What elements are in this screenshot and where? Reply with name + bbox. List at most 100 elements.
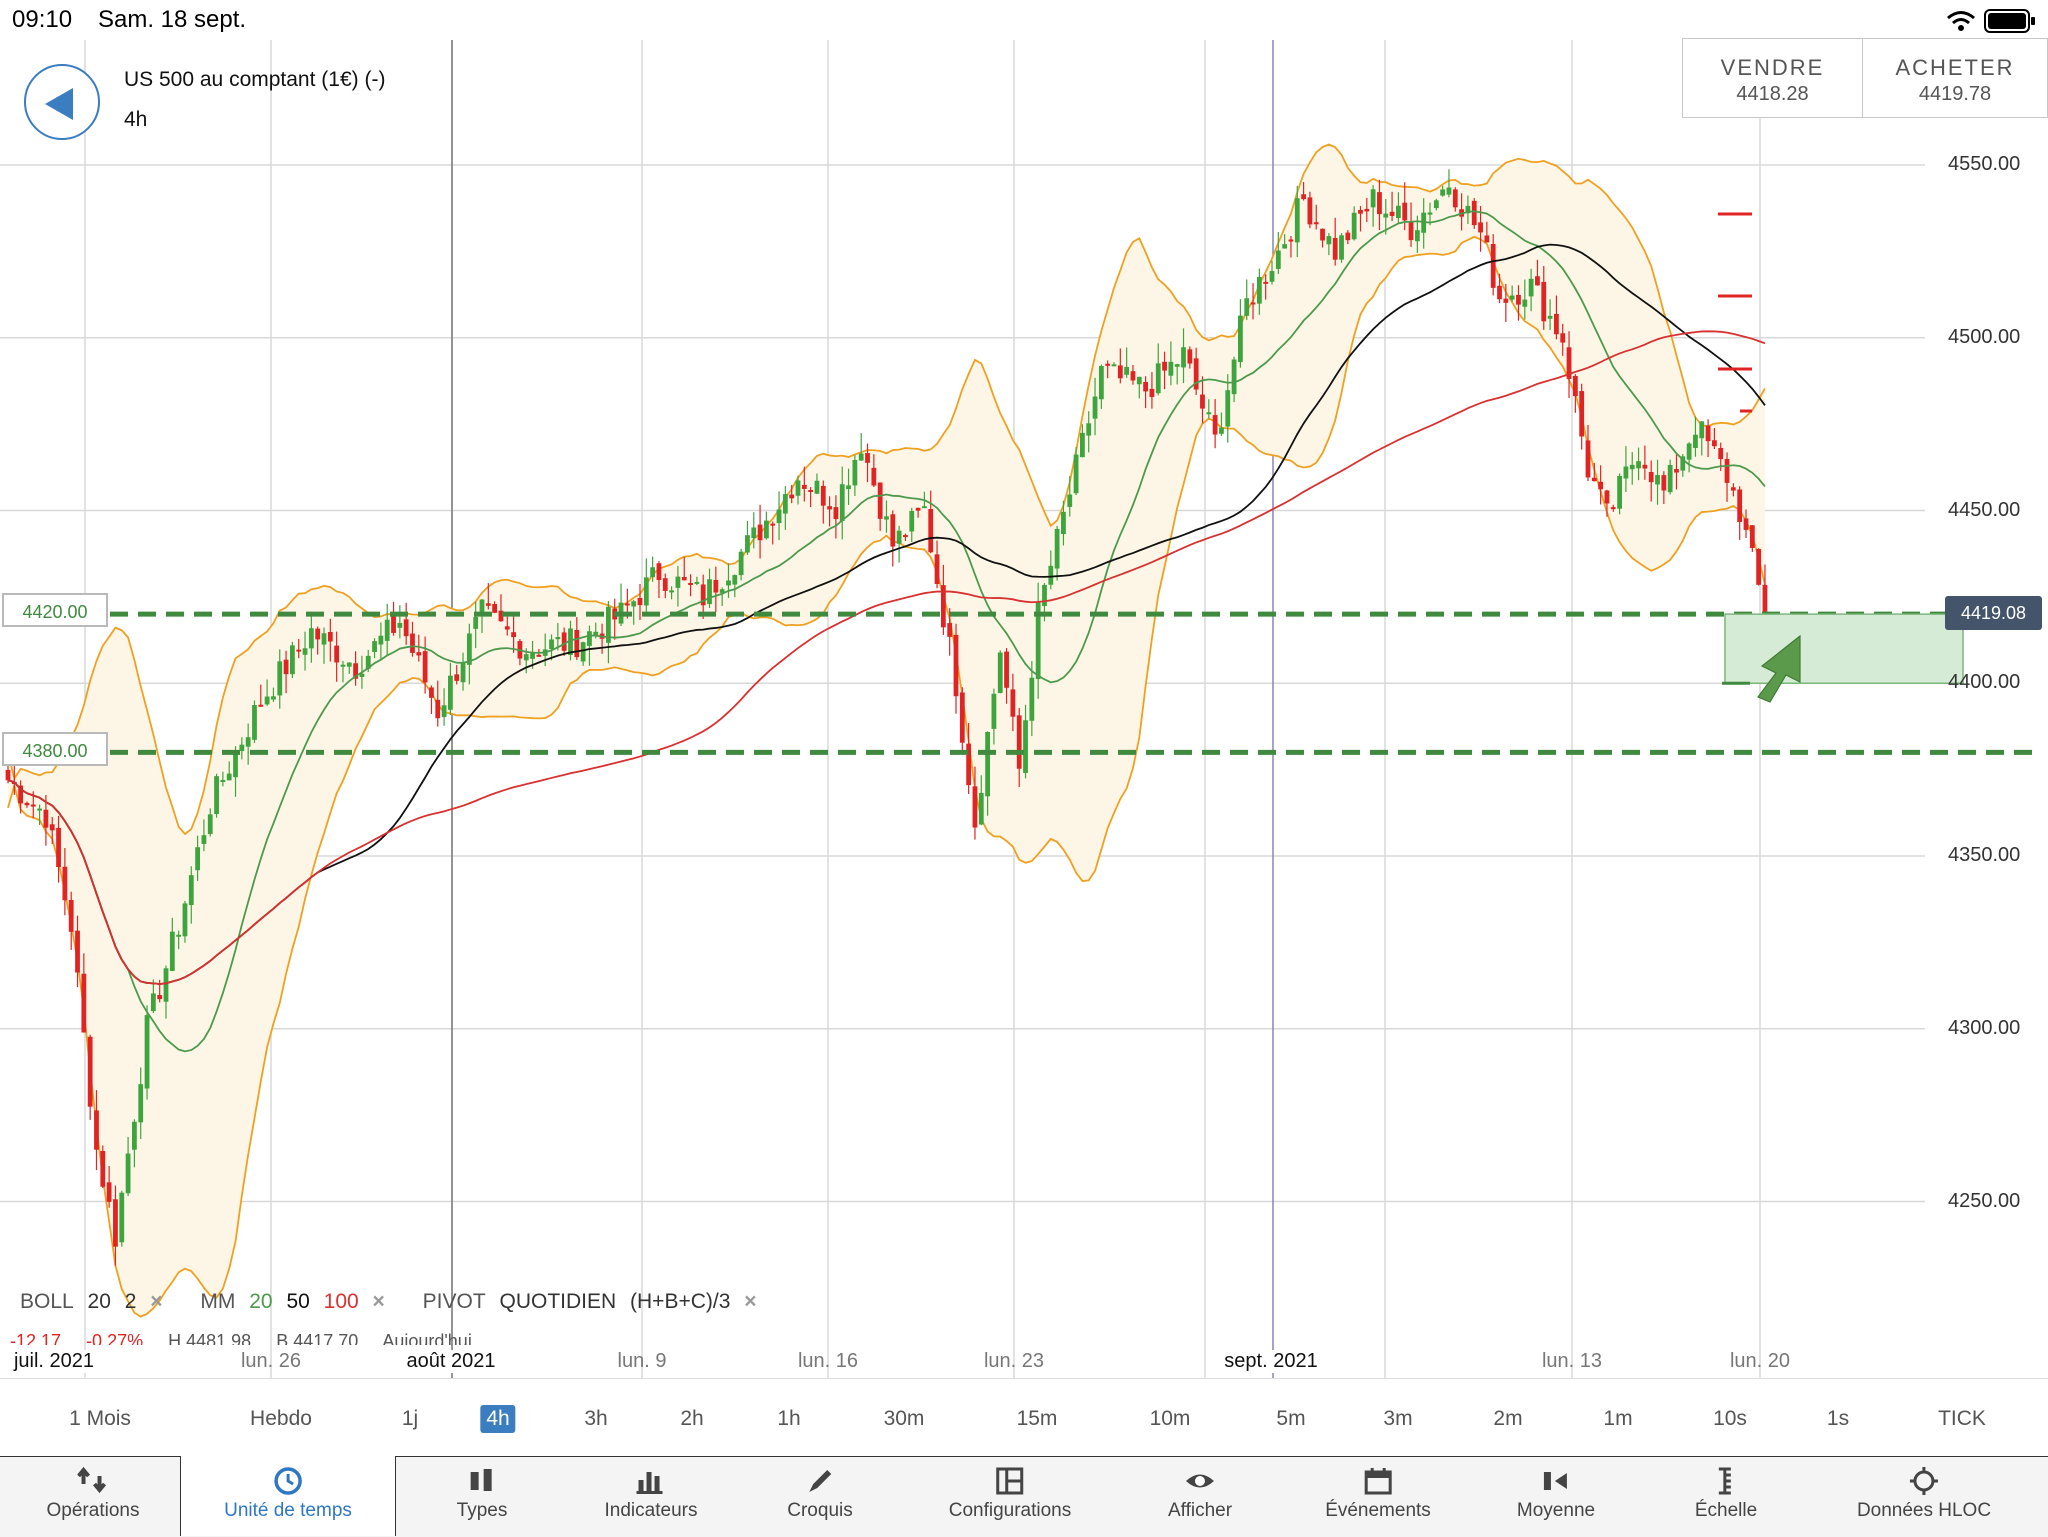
candle-body [1465,205,1471,214]
candle-body [1686,443,1692,460]
nav-candlestick[interactable]: Types [457,1456,507,1536]
candle-body [1345,232,1351,241]
candle-body [1478,222,1483,233]
instrument-name: US 500 au comptant (1€) (-) [124,68,386,91]
candle-body [1193,358,1199,390]
candle-body [1225,390,1231,427]
candle-body [1004,651,1009,688]
candle-body [353,663,358,679]
candle-body [719,589,725,593]
candle-body [726,580,731,586]
candle-body [593,631,599,635]
nav-clock[interactable]: Unité de temps [224,1456,352,1536]
nav-label: Moyenne [1516,1500,1596,1521]
timeframe-1m[interactable]: 1m [1603,1407,1633,1430]
candle-body [656,563,662,581]
candle-body [1389,211,1395,216]
candle-body [732,575,738,585]
candle-body [1541,281,1547,322]
candle-body [302,648,308,655]
battery-icon [1984,9,2035,33]
candle-body [1269,271,1275,282]
timeframe-1s[interactable]: 1s [1826,1407,1850,1430]
mm-100: 100 [323,1290,359,1313]
candle-body [1282,244,1288,249]
scale-icon [1718,1467,1731,1495]
timeframe-1j[interactable]: 1j [401,1407,419,1430]
candle-body [1648,471,1654,483]
candle-body [530,652,535,659]
timeframe-5m[interactable]: 5m [1276,1407,1306,1430]
candle-body [770,523,776,526]
candle-body [650,567,656,578]
candle-body [1655,475,1660,485]
timeframe-4h[interactable]: 4h [480,1405,516,1433]
timeframe-3h[interactable]: 3h [584,1407,608,1430]
remove-pivot-icon[interactable]: × [744,1290,757,1313]
nav-label: Afficher [1167,1500,1233,1521]
candle-body [1067,494,1073,507]
candle-body [498,610,504,622]
timeframe-tick[interactable]: TICK [1938,1407,1986,1430]
nav-calendar[interactable]: Événements [1325,1456,1431,1536]
candle-body [1705,425,1711,442]
nav-pencil[interactable]: Croquis [787,1456,853,1536]
nav-average[interactable]: Moyenne [1517,1456,1595,1536]
candle-body [555,637,561,640]
candle-body [169,931,175,971]
timeframe-30m[interactable]: 30m [883,1407,925,1430]
candle-body [1155,363,1161,394]
candle-body [473,616,479,629]
candle-body [852,459,858,486]
timeframe-15m[interactable]: 15m [1016,1407,1058,1430]
daily-stats: -12.17 -0.27% H 4481.98 B 4417.70 Aujour… [10,1331,492,1345]
candle-body [384,619,390,641]
candle-body [1680,456,1686,471]
candle-body [884,516,889,520]
candle-body [1642,464,1648,469]
timeframe-10m[interactable]: 10m [1149,1407,1191,1430]
nav-layout[interactable]: Configurations [949,1456,1071,1536]
candle-body [1187,349,1193,364]
candle-body [492,603,498,613]
sell-button[interactable]: VENDRE 4418.28 [1682,38,1863,118]
candle-body [580,642,586,662]
bollinger-fill [8,144,1765,1317]
candle-body [1326,236,1332,245]
timeframe-1-mois[interactable]: 1 Mois [69,1407,131,1430]
timeframe-1h[interactable]: 1h [777,1407,801,1430]
candle-body [890,514,896,547]
buy-button[interactable]: ACHETER 4419.78 [1862,38,2048,118]
back-button[interactable] [24,64,100,140]
nav-transfer-arrows[interactable]: Opérations [47,1456,139,1536]
timeframe-2m[interactable]: 2m [1493,1407,1523,1430]
candle-body [391,616,396,633]
nav-scale[interactable]: Échelle [1695,1456,1757,1536]
nav-crosshair[interactable]: Données HLOC [1857,1456,1991,1536]
price-chart[interactable] [0,40,2048,1378]
candle-body [30,804,36,807]
nav-bar-chart[interactable]: Indicateurs [605,1456,697,1536]
candle-body [1136,376,1142,385]
date-axis-label: lun. 20 [1729,1350,1791,1372]
timeframe-3m[interactable]: 3m [1383,1407,1413,1430]
candle-body [1023,720,1028,773]
candle-body [1730,487,1736,491]
level-lower-tag[interactable]: 4380.00 [2,732,108,766]
timeframe-2h[interactable]: 2h [680,1407,704,1430]
candle-body [1585,440,1591,478]
level-upper-tag[interactable]: 4420.00 [2,593,108,627]
price-axis-label: 4450.00 [1948,498,2021,521]
timeframe-10s[interactable]: 10s [1713,1407,1747,1430]
nav-label: Croquis [787,1500,853,1521]
candle-body [1724,459,1730,483]
candle-body [1250,302,1256,305]
remove-mm-icon[interactable]: × [372,1290,385,1313]
candle-body [1130,371,1136,381]
remove-boll-icon[interactable]: × [150,1290,163,1313]
timeframe-hebdo[interactable]: Hebdo [250,1407,312,1430]
candle-body [839,484,845,521]
candle-body [865,453,870,463]
candle-body [1762,584,1768,615]
nav-eye[interactable]: Afficher [1168,1456,1232,1536]
